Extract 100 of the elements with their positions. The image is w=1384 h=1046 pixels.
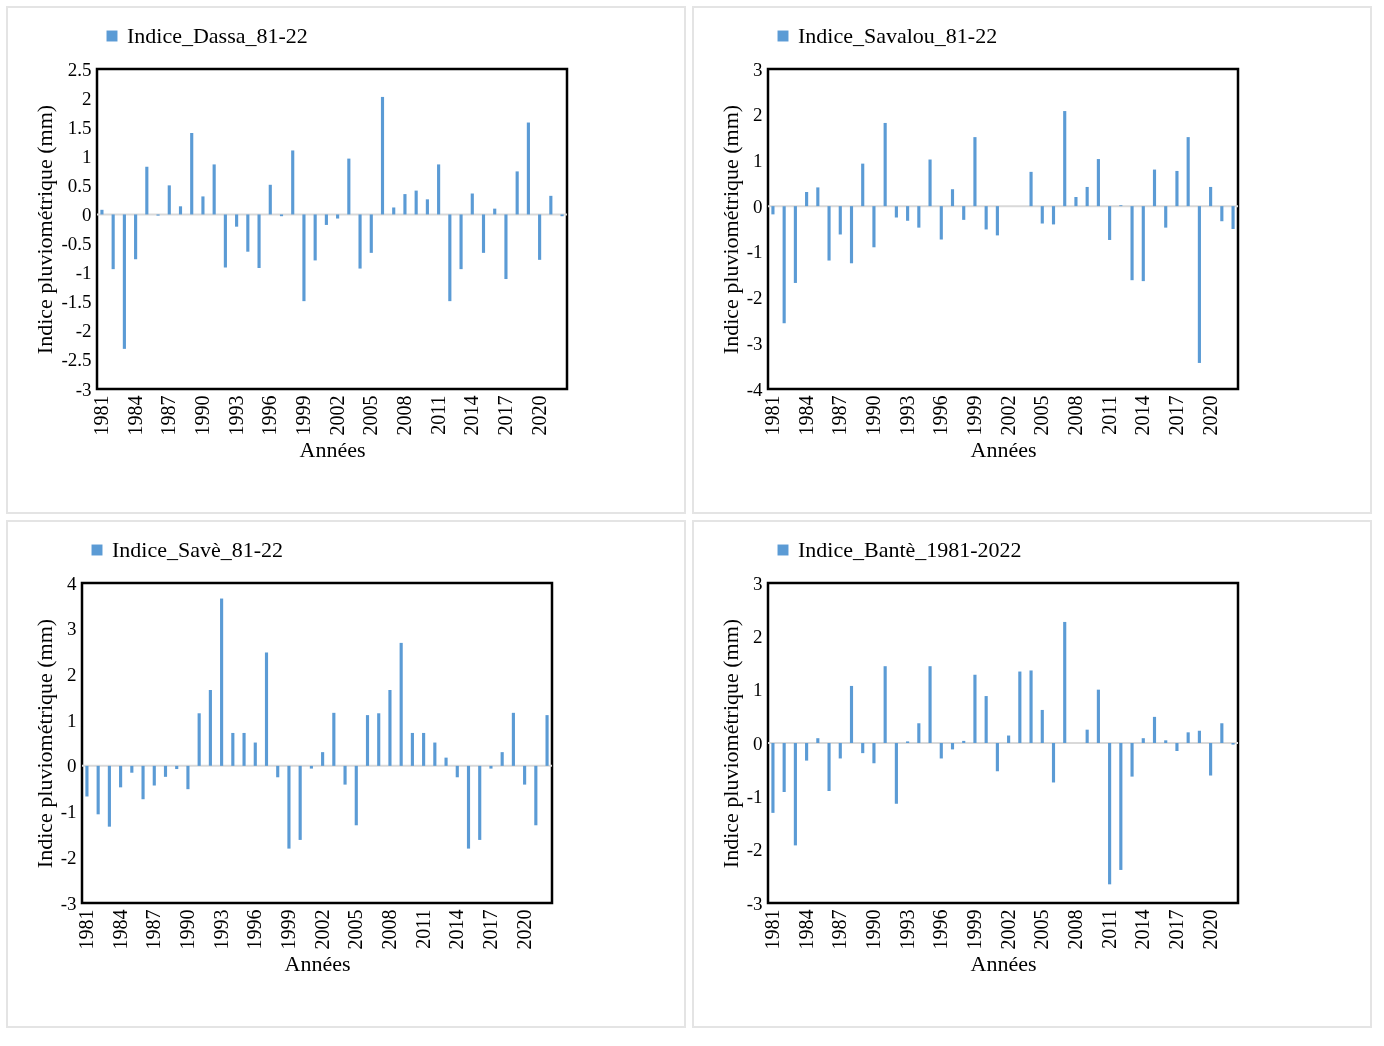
- bar: [134, 214, 138, 260]
- bar: [973, 674, 977, 743]
- bar: [481, 214, 486, 253]
- y-tick-label: -1.5: [61, 291, 92, 313]
- x-tick-label: 1996: [929, 909, 952, 950]
- x-axis-title: Années: [284, 950, 351, 976]
- y-tick-label: 2.5: [67, 58, 92, 80]
- bar: [268, 184, 272, 215]
- bar: [1085, 186, 1089, 207]
- bar: [1108, 743, 1112, 885]
- legend-label: Indice_Savè_81-22: [112, 537, 284, 562]
- bar: [838, 743, 842, 759]
- x-tick-label: 2014: [445, 909, 468, 950]
- x-tick-label: 2008: [1063, 395, 1086, 436]
- bar: [377, 713, 381, 766]
- y-tick-label: -1: [746, 785, 763, 807]
- x-tick-label: 2008: [392, 395, 415, 436]
- bar: [369, 214, 373, 253]
- bar: [332, 712, 336, 766]
- y-tick-label: 0: [67, 755, 77, 777]
- bar: [1152, 169, 1157, 207]
- bar: [973, 137, 977, 207]
- bar: [917, 723, 921, 743]
- bar: [1029, 670, 1033, 743]
- y-axis-title: Indice pluviométrique (mm): [717, 104, 743, 355]
- bar: [111, 214, 115, 270]
- bar: [470, 193, 474, 215]
- x-tick-label: 2017: [1164, 909, 1187, 950]
- bar: [939, 743, 943, 759]
- bar: [437, 164, 441, 215]
- bar: [1130, 206, 1134, 281]
- bar: [861, 163, 865, 207]
- bar: [782, 206, 786, 324]
- y-tick-label: -2: [746, 839, 763, 861]
- x-tick-label: 1981: [74, 909, 97, 950]
- x-tick-label: 1984: [794, 909, 817, 950]
- bar: [264, 652, 269, 766]
- bar: [444, 757, 448, 766]
- bar: [201, 196, 205, 215]
- bar: [291, 150, 295, 215]
- bar: [145, 166, 149, 215]
- bar: [771, 743, 775, 813]
- y-tick-label: -0.5: [61, 233, 92, 255]
- x-tick-label: 2020: [1198, 395, 1221, 436]
- bar: [1152, 716, 1157, 743]
- bar: [152, 765, 156, 786]
- y-tick-label: 3: [753, 572, 763, 594]
- x-tick-label: 1999: [276, 909, 299, 950]
- y-tick-label: 0: [82, 203, 92, 225]
- bar: [515, 171, 519, 215]
- bar: [883, 122, 887, 207]
- x-tick-label: 1984: [123, 395, 146, 436]
- bar: [392, 207, 396, 215]
- bar: [805, 743, 809, 761]
- bar: [827, 206, 831, 261]
- x-tick-label: 2005: [1030, 395, 1053, 436]
- legend-label: Indice_Savalou_81-22: [798, 23, 998, 48]
- bar: [365, 715, 370, 766]
- x-tick-label: 1999: [962, 909, 985, 950]
- y-tick-label: 3: [67, 618, 77, 640]
- bar: [805, 191, 809, 207]
- bar: [388, 689, 392, 766]
- bar: [995, 206, 999, 236]
- bar: [1029, 171, 1033, 207]
- bar: [827, 743, 831, 791]
- bar: [298, 765, 302, 840]
- y-axis-title: Indice pluviométrique (mm): [31, 618, 57, 869]
- x-axis-title: Années: [299, 436, 366, 462]
- x-tick-label: 2002: [325, 395, 348, 436]
- bar: [849, 206, 854, 264]
- x-tick-label: 1999: [962, 395, 985, 436]
- bar: [478, 765, 482, 840]
- bar: [167, 185, 171, 215]
- bar: [324, 214, 328, 225]
- bar: [504, 214, 508, 280]
- y-tick-label: -2: [746, 287, 763, 309]
- bar: [816, 738, 820, 743]
- bar: [500, 752, 504, 766]
- bar: [1220, 206, 1224, 222]
- bar: [984, 206, 988, 230]
- bar: [906, 206, 910, 221]
- bar: [410, 732, 414, 766]
- x-tick-label: 2011: [1097, 909, 1120, 949]
- x-tick-label: 2005: [1030, 909, 1053, 950]
- x-tick-label: 1990: [190, 395, 213, 436]
- y-tick-label: -2: [75, 320, 92, 342]
- bar: [1108, 206, 1112, 240]
- y-tick-label: 1.5: [67, 116, 92, 138]
- bar: [1007, 735, 1011, 743]
- bar: [1074, 197, 1078, 207]
- bar: [354, 765, 358, 826]
- x-tick-label: 2014: [460, 395, 483, 436]
- bar: [939, 206, 943, 240]
- bar: [257, 214, 261, 268]
- x-tick-label: 1987: [142, 909, 165, 950]
- bar: [1141, 206, 1145, 282]
- bar: [894, 743, 898, 804]
- bar: [838, 206, 842, 235]
- bar: [1209, 743, 1213, 776]
- bar: [984, 696, 988, 743]
